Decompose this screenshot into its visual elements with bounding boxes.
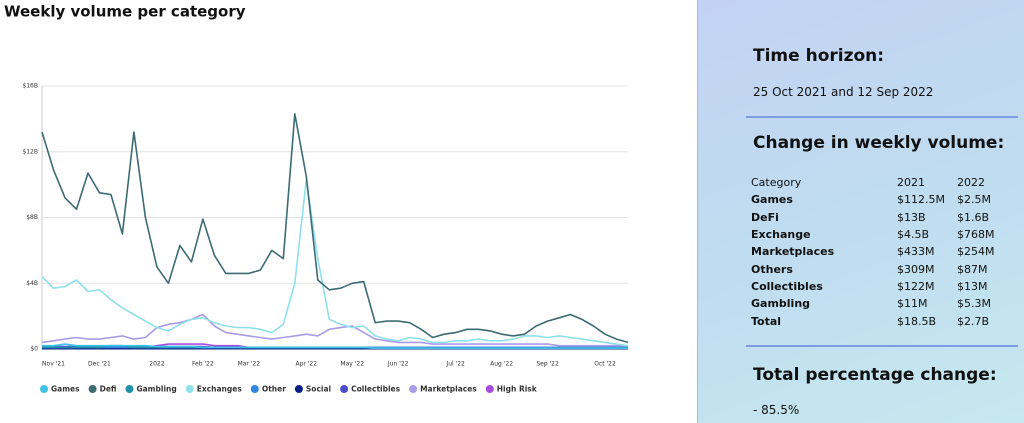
table-cell: Category — [751, 176, 802, 190]
heading: Total percentage change: — [753, 365, 997, 385]
table-row: Marketplaces $433M $254M — [751, 243, 995, 260]
summary-panel: Time horizon: 25 Oct 2021 and 12 Sep 202… — [697, 0, 1024, 423]
legend-label: Exchanges — [197, 385, 243, 394]
legend-label: Other — [262, 385, 286, 394]
table-cell: $254M — [957, 245, 995, 259]
y-tick-label: $0 — [30, 346, 38, 353]
chart-title: Weekly volume per category — [4, 3, 246, 21]
x-tick-label: Feb '22 — [192, 361, 214, 368]
legend-label: Collectibles — [351, 385, 401, 394]
x-tick-label: Oct '22 — [594, 361, 616, 368]
y-tick-label: $8B — [26, 214, 38, 221]
legend-swatch — [88, 385, 97, 393]
table-cell: $13B — [897, 210, 926, 224]
table-cell: 2021 — [897, 176, 925, 190]
series-line — [42, 343, 628, 349]
table-cell: $309M — [897, 262, 935, 276]
legend-swatch — [185, 385, 194, 393]
table-cell: Collectibles — [751, 279, 823, 293]
heading: Change in weekly volume: — [753, 133, 1005, 153]
table-cell: $87M — [957, 262, 988, 276]
divider — [746, 345, 1018, 347]
heading: Time horizon: — [753, 46, 885, 66]
legend-swatch — [40, 385, 48, 393]
x-tick-label: Jul '22 — [445, 361, 465, 368]
table-row: Collectibles $122M $13M — [751, 278, 995, 295]
table-cell: $4.5B — [897, 228, 930, 242]
table-cell: $768M — [957, 228, 995, 242]
x-tick-label: Apr '22 — [295, 361, 317, 368]
table-cell: $13M — [957, 279, 988, 293]
series-line — [41, 313, 628, 347]
total-change: - 85.5% — [753, 403, 800, 417]
table-cell: Others — [751, 262, 793, 276]
table-cell: $11M — [897, 297, 928, 311]
table-cell: $1.6B — [957, 210, 990, 224]
table-cell: Exchange — [751, 228, 811, 242]
x-tick-label: May '22 — [340, 361, 364, 368]
x-tick-label: Jun '22 — [387, 361, 409, 368]
table-row: Exchange $4.5B $768M — [751, 226, 995, 243]
series-line — [41, 178, 629, 347]
divider — [746, 116, 1018, 118]
table-row: Others $309M $87M — [751, 260, 995, 277]
x-tick-label: Sep '22 — [536, 361, 559, 368]
table-cell: $112.5M — [897, 193, 945, 207]
y-tick-label: $12B — [22, 148, 38, 155]
table-row: DeFi $13B $1.6B — [751, 209, 995, 226]
legend-label: Games — [51, 385, 80, 394]
table-cell: DeFi — [751, 210, 779, 224]
x-tick-label: Mar '22 — [238, 361, 261, 368]
time-range: 25 Oct 2021 and 12 Sep 2022 — [753, 85, 934, 99]
table-cell: $2.7B — [957, 314, 990, 328]
table-cell: $122M — [897, 279, 935, 293]
legend-swatch — [340, 385, 349, 393]
legend-swatch — [409, 385, 418, 393]
x-tick-label: Aug '22 — [490, 361, 513, 368]
table-cell: Total — [751, 314, 782, 328]
table-cell: $18.5B — [897, 314, 937, 328]
x-tick-label: Dec '21 — [88, 361, 111, 368]
table-row: Total $18.5B $2.7B — [751, 312, 995, 329]
table-cell: Gambling — [751, 297, 811, 311]
table-cell: $433M — [897, 245, 935, 259]
legend-swatch — [294, 385, 303, 393]
legend-label: Defi — [100, 385, 117, 394]
y-tick-label: $16B — [22, 83, 38, 90]
table-row: Category 2021 2022 — [751, 174, 995, 191]
table-row: Gambling $11M $5.3M — [751, 295, 995, 312]
volume-table: Category 2021 2022 Games $112.5M $2.5M DeFi $13… — [751, 174, 995, 330]
x-tick-label: 2022 — [149, 361, 164, 368]
series-line — [41, 113, 629, 344]
legend-swatch — [250, 385, 259, 393]
chart: Weekly volume per category $0 $4B $8B $12B $… — [4, 3, 629, 394]
legend-label: Gambling — [136, 385, 176, 394]
legend-swatch — [485, 385, 494, 393]
legend-label: Marketplaces — [420, 385, 477, 394]
table-row: Games $112.5M $2.5M — [751, 191, 995, 208]
legend-label: High Risk — [497, 385, 538, 394]
legend-swatch — [125, 385, 134, 393]
table-cell: 2022 — [957, 176, 985, 190]
table-cell: $2.5M — [957, 193, 991, 207]
legend-label: Social — [306, 385, 331, 394]
table-cell: Games — [751, 193, 793, 207]
table-cell: Marketplaces — [751, 245, 835, 259]
y-tick-label: $4B — [26, 280, 38, 287]
x-tick-label: Nov '21 — [42, 361, 65, 368]
table-cell: $5.3M — [957, 297, 991, 311]
